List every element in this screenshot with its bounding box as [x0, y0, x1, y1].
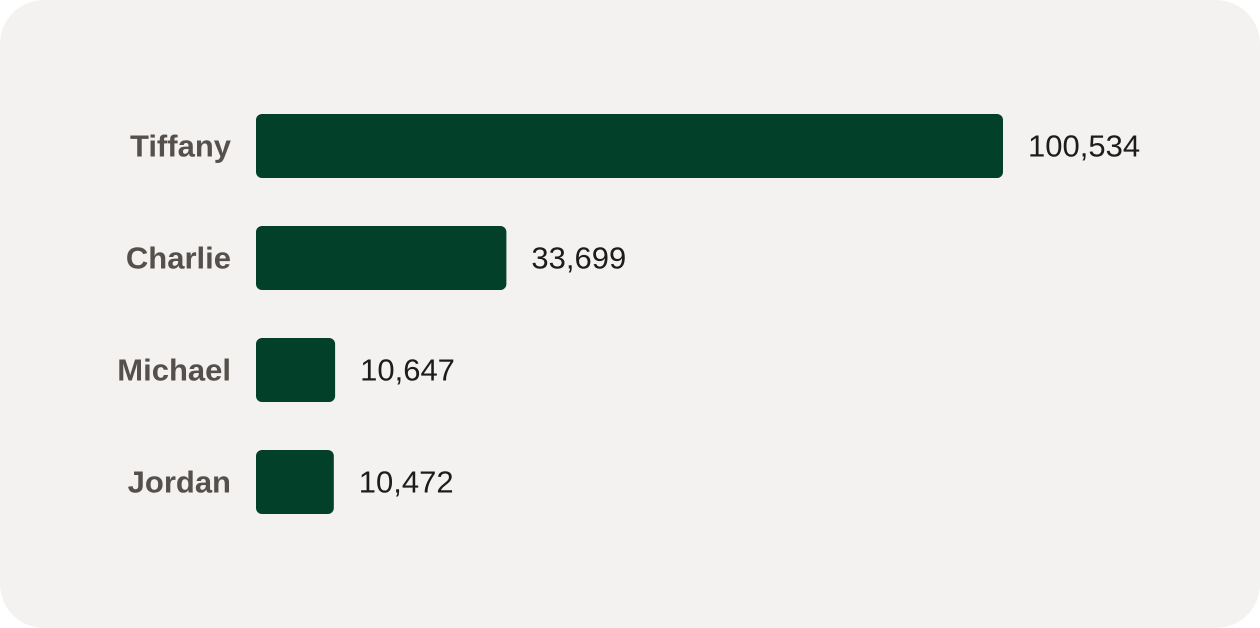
value-label: 10,647	[360, 353, 455, 388]
bar	[256, 338, 336, 402]
bar	[256, 226, 507, 290]
category-label: Jordan	[128, 465, 231, 500]
value-label: 33,699	[531, 241, 626, 276]
value-label: 100,534	[1028, 129, 1140, 164]
category-label: Michael	[117, 353, 231, 388]
category-label: Charlie	[126, 241, 231, 276]
bar	[256, 114, 1003, 178]
category-label: Tiffany	[130, 129, 232, 164]
bar	[256, 450, 334, 514]
value-label: 10,472	[359, 465, 454, 500]
